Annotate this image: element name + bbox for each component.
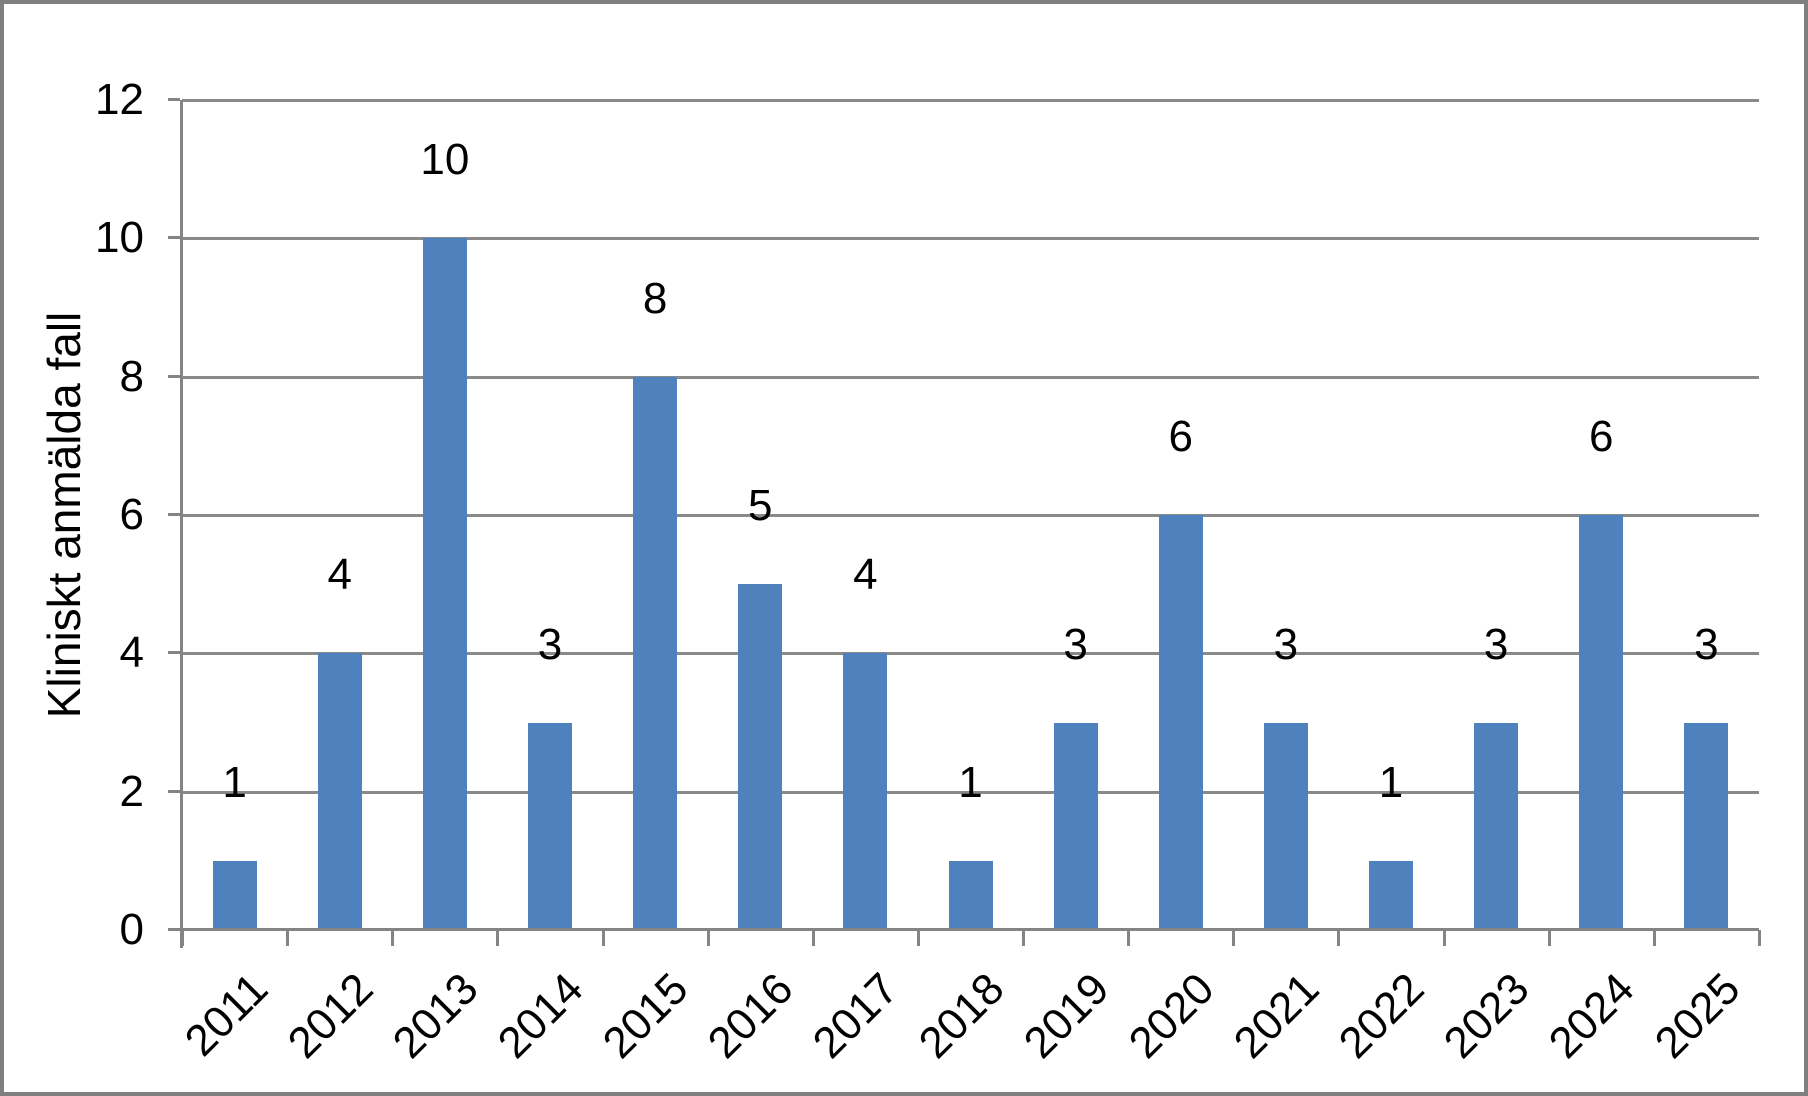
gridline-y-10 <box>182 237 1759 241</box>
gridline-y-12 <box>182 99 1759 102</box>
x-tick-9 <box>1127 930 1131 946</box>
bar-value-label-2023: 3 <box>1483 619 1509 669</box>
gridline-y-2 <box>182 790 1759 794</box>
y-tick-label-4: 4 <box>119 628 144 678</box>
bar-2015 <box>633 376 678 930</box>
x-tick-label-2013: 2013 <box>383 964 488 1068</box>
bar-value-label-2019: 3 <box>1063 619 1088 669</box>
bar-2017 <box>843 653 888 930</box>
y-tick-label-12: 12 <box>95 75 144 124</box>
bar-value-label-2012: 4 <box>327 550 352 600</box>
plot-area <box>182 99 1759 930</box>
x-tick-10 <box>1232 930 1236 946</box>
y-tick-0 <box>168 928 180 931</box>
y-tick-12 <box>168 98 180 101</box>
x-tick-label-2023: 2023 <box>1434 964 1539 1068</box>
x-tick-label-2019: 2019 <box>1014 964 1119 1068</box>
y-axis-line <box>180 100 183 948</box>
bar-2020 <box>1158 515 1203 930</box>
y-tick-label-10: 10 <box>95 213 144 263</box>
bar-value-label-2011: 1 <box>222 757 247 807</box>
x-tick-4 <box>601 930 605 946</box>
bar-2025 <box>1684 722 1729 930</box>
bar-2022 <box>1369 860 1414 930</box>
bar-value-label-2021: 3 <box>1273 619 1299 669</box>
bar-2021 <box>1263 722 1308 930</box>
x-tick-14 <box>1652 930 1656 946</box>
bar-value-label-2017: 4 <box>853 550 878 600</box>
bar-2018 <box>948 860 993 930</box>
bar-value-label-2018: 1 <box>958 757 983 807</box>
x-tick-label-2014: 2014 <box>488 964 593 1068</box>
bar-2023 <box>1474 722 1519 930</box>
x-tick-label-2025: 2025 <box>1645 964 1750 1068</box>
x-tick-3 <box>496 930 500 946</box>
x-tick-label-2018: 2018 <box>909 964 1014 1068</box>
gridline-y-8 <box>182 375 1759 379</box>
x-tick-label-2017: 2017 <box>804 964 909 1068</box>
y-tick-2 <box>168 789 180 793</box>
bar-value-label-2025: 3 <box>1694 619 1719 669</box>
y-tick-label-6: 6 <box>119 490 144 539</box>
bar-value-label-2015: 8 <box>642 273 668 323</box>
x-tick-7 <box>916 930 920 946</box>
x-tick-label-2022: 2022 <box>1329 964 1434 1068</box>
bar-value-label-2022: 1 <box>1378 757 1404 807</box>
bar-2014 <box>527 722 572 930</box>
bar-2024 <box>1579 515 1624 930</box>
gridline-y-6 <box>182 514 1759 517</box>
bar-2019 <box>1053 722 1098 930</box>
y-tick-8 <box>168 374 180 378</box>
y-tick-10 <box>168 236 180 240</box>
y-tick-4 <box>168 651 180 655</box>
x-tick-8 <box>1022 930 1026 946</box>
x-tick-label-2020: 2020 <box>1119 964 1224 1068</box>
x-tick-0 <box>181 930 184 946</box>
bar-2013 <box>422 238 467 930</box>
bar-value-label-2016: 5 <box>747 481 773 531</box>
bar-value-label-2014: 3 <box>537 619 563 669</box>
x-tick-label-2011: 2011 <box>175 964 278 1066</box>
x-axis-line <box>182 928 1759 931</box>
x-tick-11 <box>1337 930 1341 946</box>
x-tick-label-2012: 2012 <box>278 964 383 1068</box>
x-tick-label-2021: 2021 <box>1224 964 1329 1068</box>
bar-value-label-2024: 6 <box>1589 412 1614 461</box>
x-tick-label-2016: 2016 <box>699 964 803 1068</box>
x-tick-1 <box>286 930 290 946</box>
x-tick-15 <box>1758 930 1761 946</box>
x-tick-5 <box>706 930 710 946</box>
y-tick-label-0: 0 <box>119 905 144 954</box>
x-tick-label-2024: 2024 <box>1540 964 1644 1068</box>
x-tick-6 <box>811 930 815 946</box>
bar-2012 <box>317 653 362 930</box>
x-tick-13 <box>1547 930 1551 946</box>
y-tick-6 <box>168 513 180 516</box>
x-tick-12 <box>1442 930 1446 946</box>
bar-value-label-2020: 6 <box>1168 412 1193 461</box>
bar-2016 <box>738 584 783 930</box>
y-tick-label-8: 8 <box>119 351 144 401</box>
bar-2011 <box>212 860 257 930</box>
y-tick-label-2: 2 <box>119 766 144 816</box>
bar-value-label-2013: 10 <box>420 135 470 185</box>
gridline-y-4 <box>182 652 1759 656</box>
x-tick-label-2015: 2015 <box>593 964 698 1068</box>
x-tick-2 <box>391 930 395 946</box>
